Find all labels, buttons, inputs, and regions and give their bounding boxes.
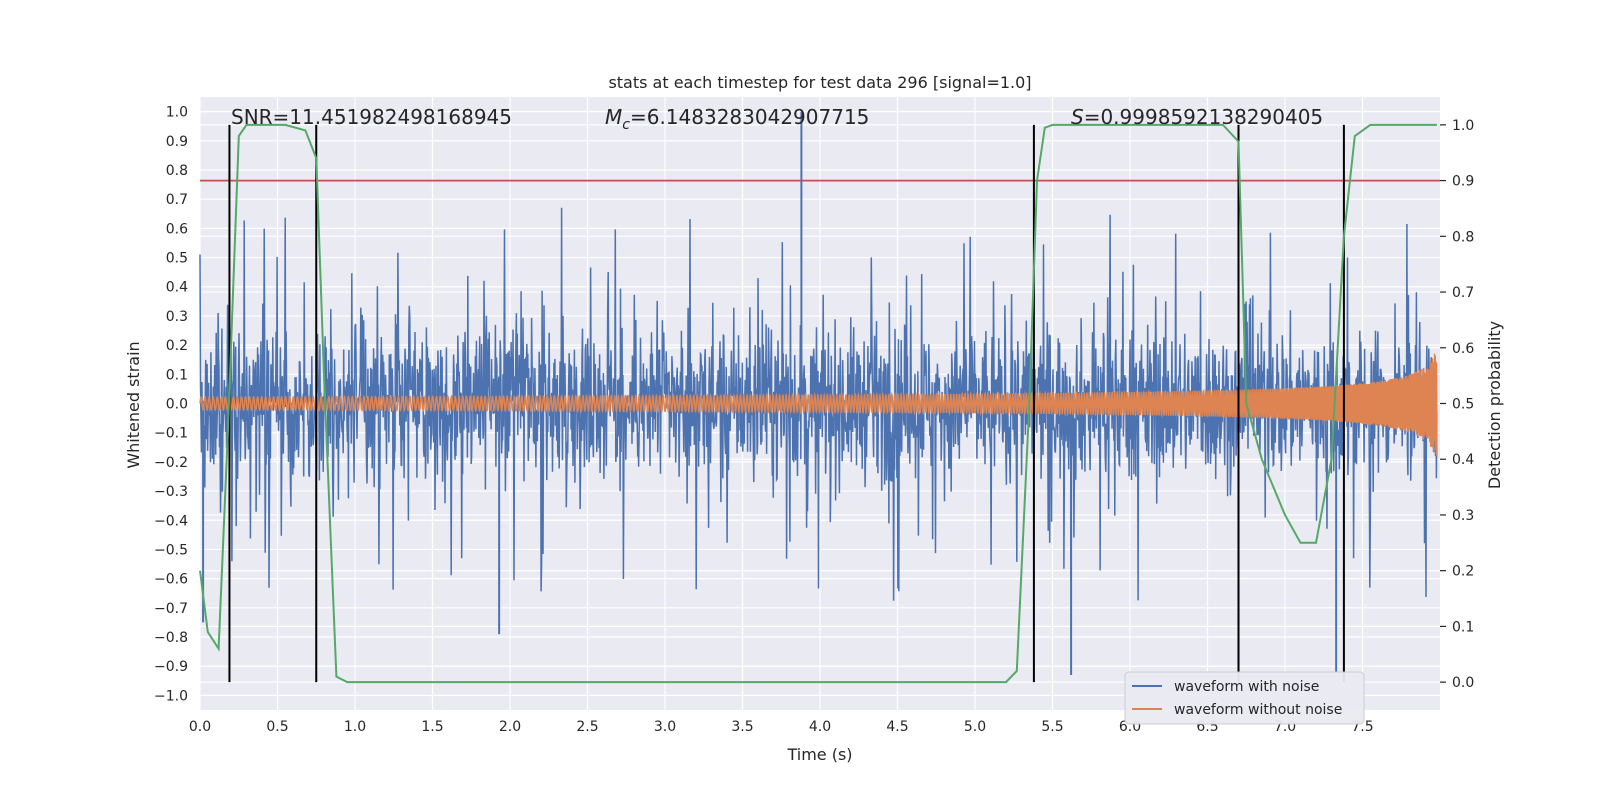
y-right-tick-label: 0.2 (1452, 564, 1474, 580)
s-annotation: S=0.9998592138290405 (1071, 105, 1323, 129)
x-tick-label: 5.5 (1041, 719, 1063, 735)
y-tick-label: 0.5 (166, 251, 188, 267)
x-tick-label: 2.0 (499, 719, 521, 735)
y-tick-label: −0.2 (154, 455, 188, 471)
noise-line (199, 207, 1438, 601)
y-tick-label: −0.3 (154, 484, 188, 500)
y-right-axis-ticks: 0.0 0.1 0.2 0.3 0.4 0.5 0.6 0.7 0.8 0.9 1.0 (1440, 118, 1474, 691)
x-tick-label: 0.0 (189, 719, 211, 735)
y-right-tick-label: 0.4 (1452, 452, 1474, 468)
y-right-tick-label: 0.3 (1452, 508, 1474, 524)
y-tick-label: 0.1 (166, 367, 188, 383)
y-tick-label: 0.6 (166, 221, 188, 237)
y-tick-label: −0.6 (154, 572, 188, 588)
probability-line (199, 123, 1437, 684)
series-detection-probability (199, 123, 1437, 684)
s-value: =0.9998592138290405 (1084, 105, 1323, 129)
x-tick-label: 3.0 (654, 719, 676, 735)
y-right-tick-label: 0.1 (1452, 619, 1474, 635)
y-right-tick-label: 0.8 (1452, 229, 1474, 245)
y-axis-ticks: −1.0 −0.9 −0.8 −0.7 −0.6 −0.5 −0.4 −0.3 −0.2 −0.1… (154, 105, 188, 705)
y-tick-label: −0.8 (154, 630, 188, 646)
legend-box (1124, 671, 1365, 725)
y-tick-label: 0.0 (166, 397, 188, 413)
chart-title: stats at each timestep for test data 296… (608, 73, 1031, 92)
x-tick-label: 1.5 (421, 719, 443, 735)
legend: waveform with noise waveform without noi… (1124, 671, 1365, 725)
chirp-mass-value: =6.1483283042907715 (630, 105, 869, 129)
y-right-tick-label: 0.7 (1452, 285, 1474, 301)
y-tick-label: 0.8 (166, 163, 188, 179)
y-right-tick-label: 1.0 (1452, 118, 1474, 134)
y-tick-label: −0.1 (154, 426, 188, 442)
y-tick-label: −1.0 (154, 688, 188, 704)
chirp-mass-annotation: Mc=6.1483283042907715 (605, 105, 869, 133)
series-waveform-without-noise (199, 353, 1438, 456)
y-tick-label: 0.9 (166, 134, 188, 150)
y-right-tick-label: 0.6 (1452, 341, 1474, 357)
y-right-axis-label: Detection probability (1485, 321, 1504, 489)
y-tick-label: 0.4 (166, 280, 188, 296)
y-tick-label: −0.4 (154, 513, 188, 529)
x-tick-label: 1.0 (344, 719, 366, 735)
x-tick-label: 2.5 (576, 719, 598, 735)
y-right-tick-label: 0.9 (1452, 174, 1474, 190)
x-tick-label: 0.5 (266, 719, 288, 735)
s-symbol: S (1071, 105, 1084, 129)
y-axis-label: Whitened strain (124, 341, 143, 468)
y-right-tick-label: 0.5 (1452, 397, 1474, 413)
chirp-mass-subscript: c (622, 117, 630, 133)
legend-label-noise: waveform with noise (1174, 679, 1319, 695)
y-tick-label: 0.2 (166, 338, 188, 354)
x-tick-label: 3.5 (731, 719, 753, 735)
y-tick-label: −0.7 (154, 601, 188, 617)
snr-annotation: SNR=11.451982498168945 (231, 105, 512, 129)
y-tick-label: −0.5 (154, 542, 188, 558)
chirp-mass-symbol: M (605, 105, 622, 129)
x-tick-label: 4.0 (809, 719, 831, 735)
y-tick-label: 0.7 (166, 192, 188, 208)
series-waveform-with-noise (199, 111, 1438, 675)
x-tick-label: 5.0 (964, 719, 986, 735)
x-tick-label: 4.5 (886, 719, 908, 735)
x-axis-label: Time (s) (786, 745, 852, 764)
clean-line (199, 353, 1438, 456)
y-tick-label: −0.9 (154, 659, 188, 675)
legend-label-clean: waveform without noise (1174, 702, 1342, 718)
y-tick-label: 0.3 (166, 309, 188, 325)
y-right-tick-label: 0.0 (1452, 675, 1474, 691)
y-tick-label: 1.0 (166, 105, 188, 121)
